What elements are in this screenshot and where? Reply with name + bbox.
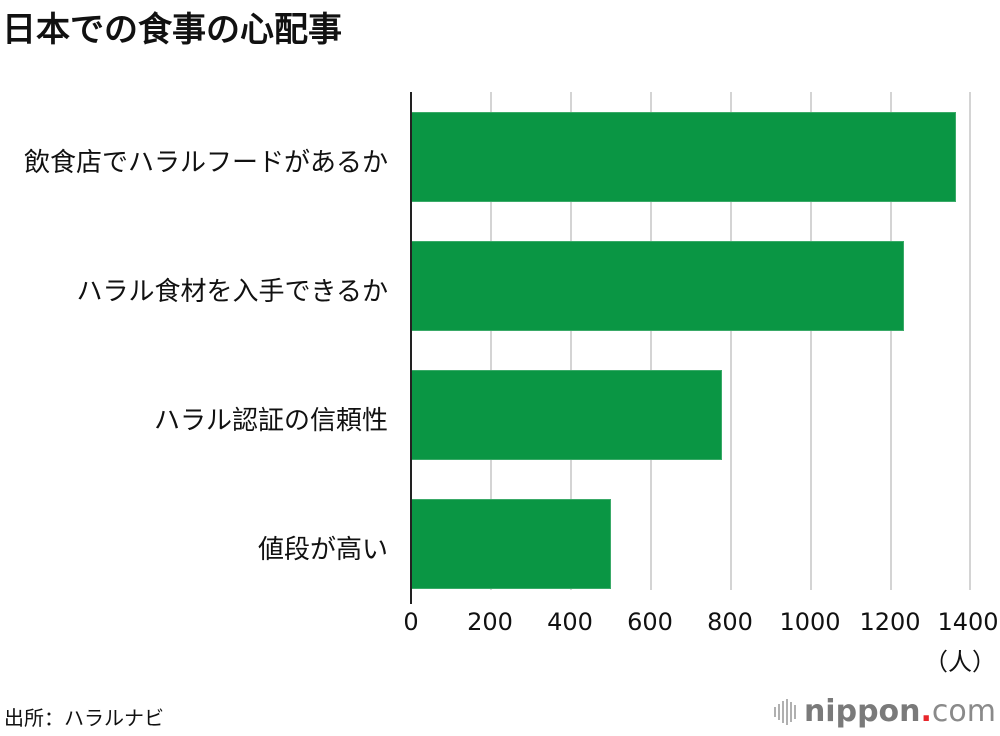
x-tick-label: 200 [467,608,513,636]
nippon-com-logo: nippon. com [773,694,996,729]
gridline [570,92,572,590]
logo-dot: . [920,694,932,729]
logo-tld: com [931,694,996,729]
category-label: 飲食店でハラルフードがあるか [23,148,388,178]
gridline [969,92,971,590]
x-tick-label: 0 [403,608,419,636]
gridline [810,92,812,590]
bar-restaurant-halal [411,112,956,202]
x-tick-label: 400 [547,608,593,636]
category-label: ハラル食材を入手できるか [76,277,388,307]
logo-name: nippon [803,694,921,729]
y-axis-line [410,92,412,604]
bar-halal-ingredients [411,241,904,331]
gridline [730,92,732,590]
chart-title: 日本での食事の心配事 [2,10,342,50]
category-label: ハラル認証の信頼性 [153,406,388,436]
category-label: 値段が高い [257,535,388,565]
bar-halal-certification [411,370,722,460]
bar-high-price [411,499,611,589]
x-tick-label: 600 [627,608,673,636]
x-tick-label: 1200 [859,608,921,636]
x-axis-unit-label: （人） [924,648,996,676]
source-note: 出所：ハラルナビ [4,706,164,730]
x-tick-label: 1400 [937,608,999,636]
gridline [650,92,652,590]
x-tick-label: 1000 [779,608,841,636]
sound-bars-icon [773,698,796,725]
x-tick-label: 800 [707,608,753,636]
plot-area [410,92,971,604]
gridline [890,92,892,590]
gridline [490,92,492,590]
